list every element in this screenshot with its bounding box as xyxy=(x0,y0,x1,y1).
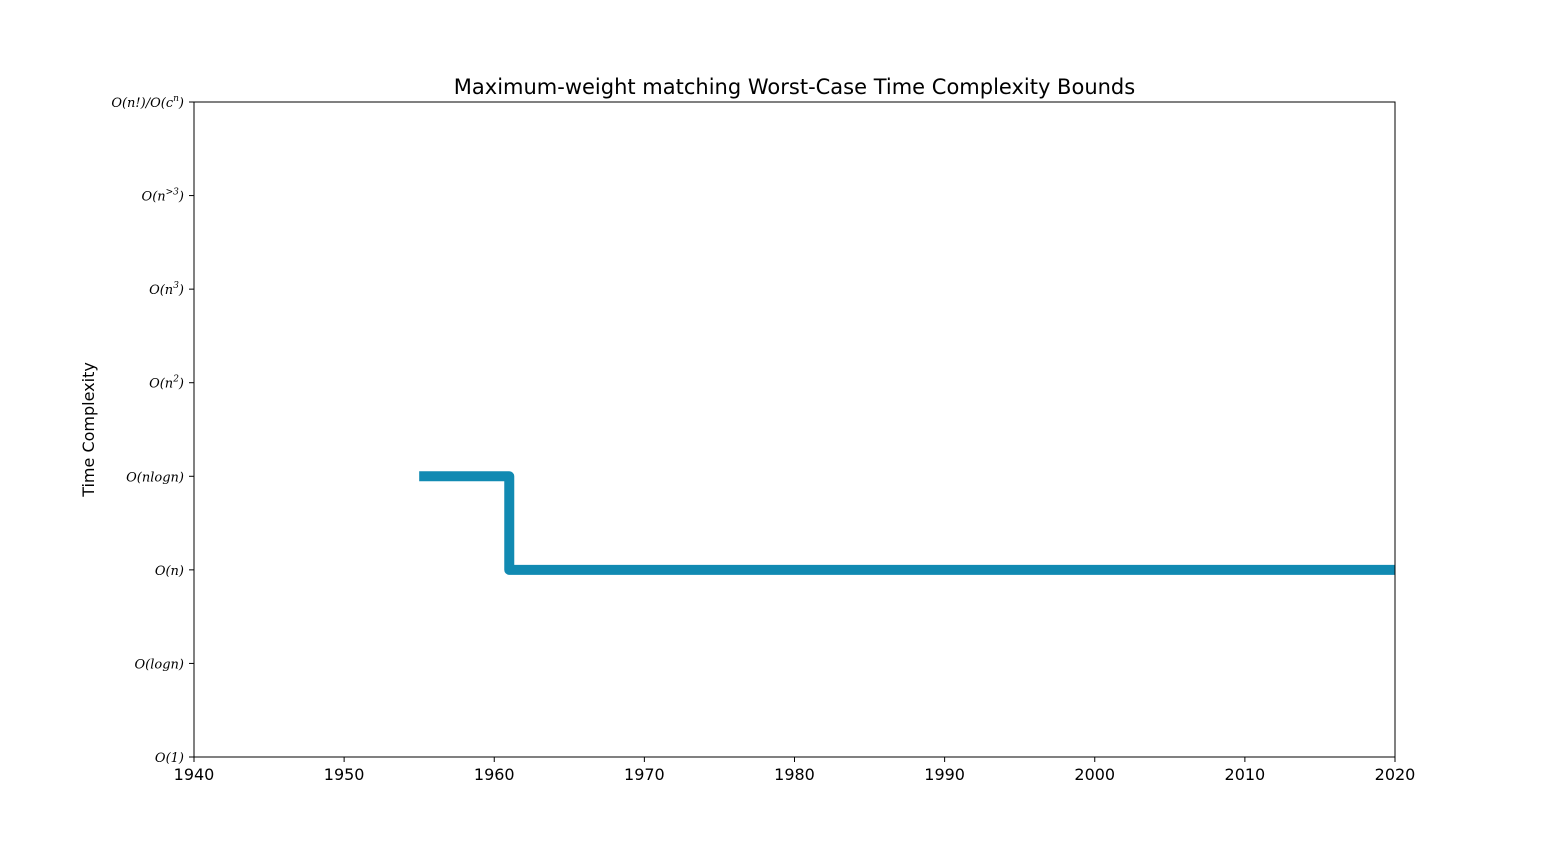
x-tick-label-2020: 2020 xyxy=(1375,765,1416,784)
x-tick-label-1970: 1970 xyxy=(624,765,665,784)
y-tick-label-7: O(n!)/O(cn) xyxy=(111,94,184,111)
y-tick-label-0: O(1) xyxy=(155,751,184,766)
y-tick-label-2: O(n) xyxy=(155,564,184,579)
y-tick-label-3: O(nlogn) xyxy=(126,470,184,485)
y-axis-label: Time Complexity xyxy=(79,362,98,498)
y-tick-label-4: O(n2) xyxy=(149,375,184,392)
y-tick-label-1: O(logn) xyxy=(135,657,184,672)
x-tick-label-1950: 1950 xyxy=(324,765,365,784)
plot-area: 1940 1950 1960 1970 1980 1990 2000 2010 2020 O(1)… xyxy=(111,94,1415,784)
series-line-0 xyxy=(419,471,1395,575)
y-tick-label-6: O(n>3) xyxy=(142,188,184,205)
x-tick-label-1940: 1940 xyxy=(174,765,215,784)
x-tick-label-1980: 1980 xyxy=(774,765,815,784)
y-tick-label-5: O(n3) xyxy=(149,281,184,298)
axes-frame xyxy=(193,101,1396,758)
chart-title: Maximum-weight matching Worst-Case Time … xyxy=(454,75,1135,99)
x-tick-label-2010: 2010 xyxy=(1225,765,1266,784)
x-tick-label-1990: 1990 xyxy=(924,765,965,784)
x-tick-label-1960: 1960 xyxy=(474,765,515,784)
x-tick-label-2000: 2000 xyxy=(1074,765,1115,784)
